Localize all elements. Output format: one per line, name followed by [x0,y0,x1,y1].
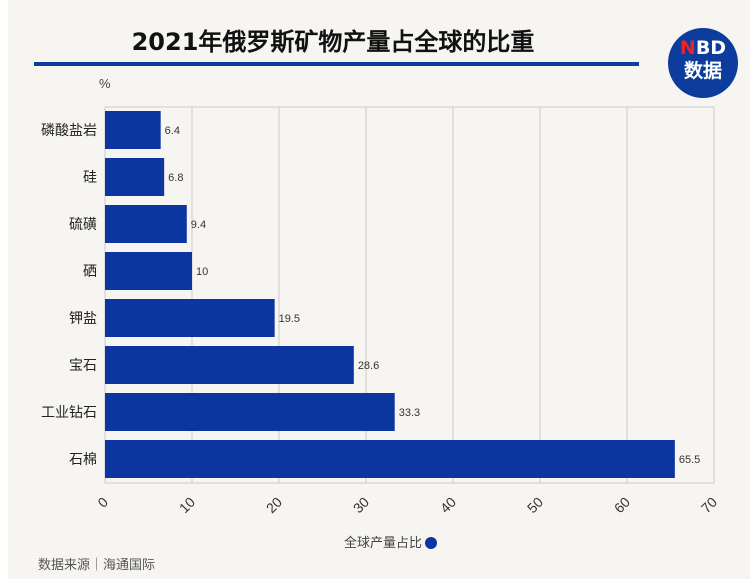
chart-title: 2021年俄罗斯矿物产量占全球的比重 [131,28,535,56]
data-label: 10 [196,266,208,278]
y-category-label: 工业钻石 [41,404,97,420]
x-tick-label: 60 [611,494,633,516]
y-category-label: 硫磺 [69,216,97,232]
x-tick-label: 30 [350,494,372,516]
legend-marker [425,537,438,549]
bar [105,205,187,243]
y-category-label: 硒 [83,263,97,279]
x-tick-label: 20 [263,494,285,516]
y-category-label: 石棉 [69,451,97,467]
y-category-label: 磷酸盐岩 [41,122,97,138]
y-category-label: 钾盐 [69,310,97,326]
x-tick-label: 40 [437,494,459,516]
data-label: 19.5 [279,313,300,325]
y-category-label: 宝石 [69,357,97,373]
bar-chart: 0 10 20 30 40 50 60 70 磷酸盐岩 6.4 硅 6.8 硫磺 9.4 硒 10 钾盐 19.5… [41,106,720,516]
source-note: 数据来源｜海通国际 [38,558,156,573]
bar [105,299,275,337]
bar [105,158,165,196]
legend-label: 全球产量占比 [344,536,423,551]
unit-label: % [99,76,111,91]
bar [105,252,192,290]
legend: 全球产量占比 [344,532,438,551]
title-divider [34,62,639,66]
data-label: 65.5 [679,454,700,466]
x-tick-label: 10 [176,494,198,516]
x-tick-label: 70 [698,494,720,516]
x-tick-label: 50 [524,494,546,516]
nbd-logo: NBD 数据 [668,28,738,98]
chart-container: 2021年俄罗斯矿物产量占全球的比重 NBD 数据 % 0 10 20 30 40 50 6… [8,0,750,579]
x-tick-label: 0 [94,494,111,511]
y-category-label: 硅 [83,169,97,185]
data-label: 6.4 [165,125,180,137]
bar [105,393,395,431]
data-label: 28.6 [358,360,379,372]
bar [105,346,354,384]
data-label: 9.4 [191,219,206,231]
bar [105,440,675,478]
bar [105,111,161,149]
data-label: 33.3 [399,407,420,419]
data-label: 6.8 [168,172,183,184]
